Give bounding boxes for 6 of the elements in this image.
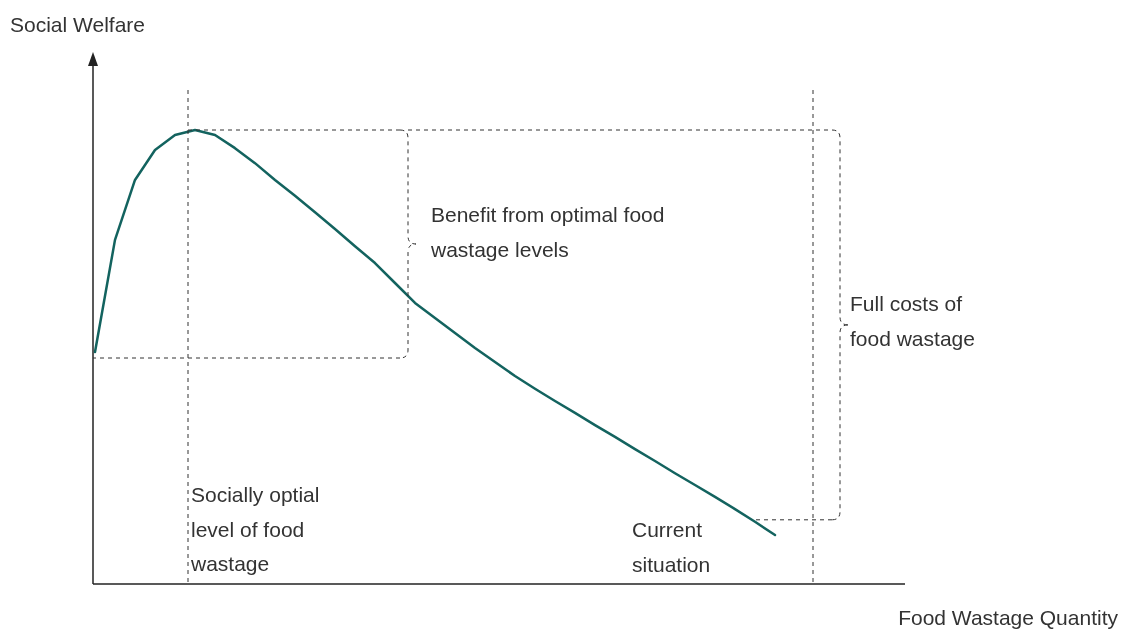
annotation: Full costs of food wastage <box>850 292 975 350</box>
annotation: Socially optial level of food wastage <box>190 483 320 576</box>
annotation: Current situation <box>632 518 711 576</box>
x-axis-title: Food Wastage Quantity <box>898 606 1119 629</box>
y-axis-title: Social Welfare <box>10 13 146 36</box>
annotation: Benefit from optimal food wastage levels <box>430 203 665 261</box>
